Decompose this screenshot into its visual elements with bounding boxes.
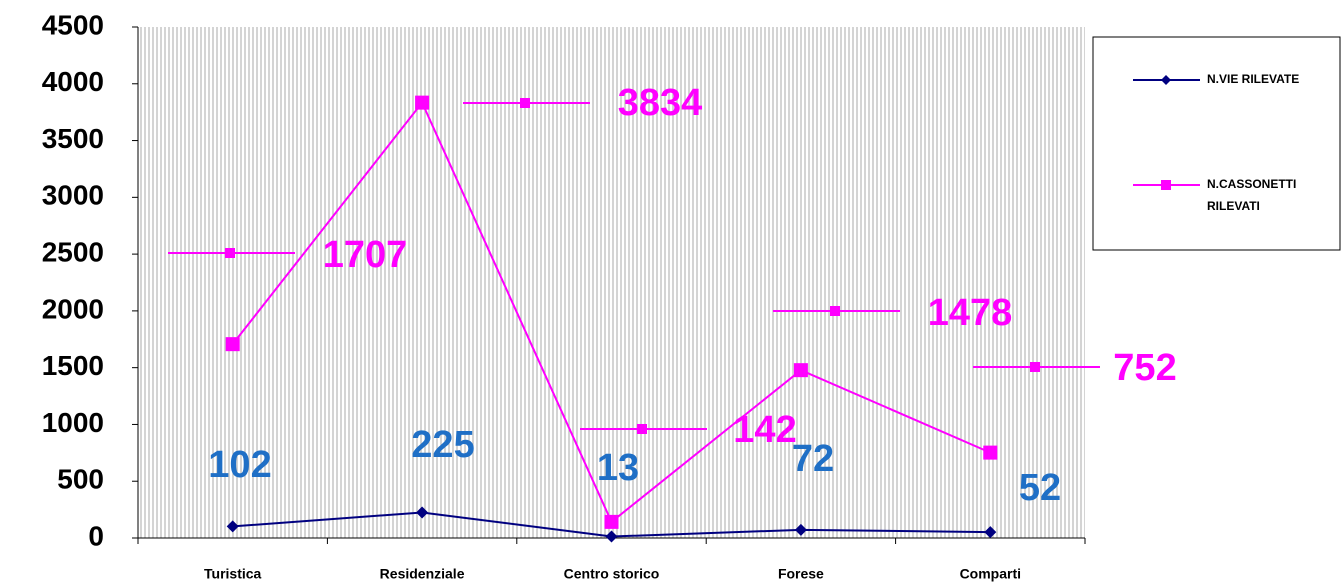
point bbox=[984, 526, 997, 539]
data-label: 1707 bbox=[323, 234, 408, 276]
x-tick-label: Turistica bbox=[204, 566, 262, 582]
point bbox=[794, 523, 807, 536]
y-tick-label: 500 bbox=[57, 464, 104, 495]
point bbox=[604, 514, 619, 529]
point bbox=[415, 95, 430, 110]
x-tick-label: Centro storico bbox=[564, 566, 660, 582]
label-key-marker bbox=[1030, 362, 1040, 372]
y-tick-label: 1000 bbox=[42, 407, 104, 438]
y-tick-label: 4000 bbox=[42, 66, 104, 97]
point bbox=[416, 506, 429, 519]
y-tick-label: 4500 bbox=[42, 9, 104, 40]
label-key-marker bbox=[830, 306, 840, 316]
data-label: 225 bbox=[411, 424, 474, 466]
data-label: 752 bbox=[1113, 347, 1176, 389]
data-label: 102 bbox=[208, 444, 271, 486]
x-tick-label: Comparti bbox=[960, 566, 1021, 582]
legend-marker bbox=[1161, 75, 1171, 85]
data-label: 1478 bbox=[928, 292, 1013, 334]
point bbox=[226, 520, 239, 533]
data-label: 13 bbox=[597, 447, 639, 489]
x-tick-label: Residenziale bbox=[380, 566, 465, 582]
data-label: 72 bbox=[792, 438, 834, 480]
data-label: 52 bbox=[1019, 467, 1061, 509]
point bbox=[605, 530, 618, 543]
y-tick-label: 3500 bbox=[42, 123, 104, 154]
label-key-marker bbox=[637, 424, 647, 434]
point bbox=[983, 445, 998, 460]
y-tick-label: 1500 bbox=[42, 350, 104, 381]
data-label: 142 bbox=[733, 409, 796, 451]
point bbox=[793, 363, 808, 378]
legend-label: N.CASSONETTI RILEVATI bbox=[1207, 177, 1296, 213]
x-tick-label: Forese bbox=[778, 566, 824, 582]
legend-label: N.VIE RILEVATE bbox=[1207, 72, 1299, 86]
legend-box bbox=[1092, 36, 1341, 251]
plot-area bbox=[138, 27, 1085, 538]
point bbox=[225, 337, 240, 352]
y-tick-label: 2500 bbox=[42, 237, 104, 268]
y-tick-label: 0 bbox=[88, 520, 104, 551]
y-tick-label: 3000 bbox=[42, 180, 104, 211]
data-label: 3834 bbox=[618, 82, 703, 124]
label-key-marker bbox=[520, 98, 530, 108]
label-key-marker bbox=[225, 248, 235, 258]
legend-marker bbox=[1161, 180, 1171, 190]
y-tick-label: 2000 bbox=[42, 293, 104, 324]
